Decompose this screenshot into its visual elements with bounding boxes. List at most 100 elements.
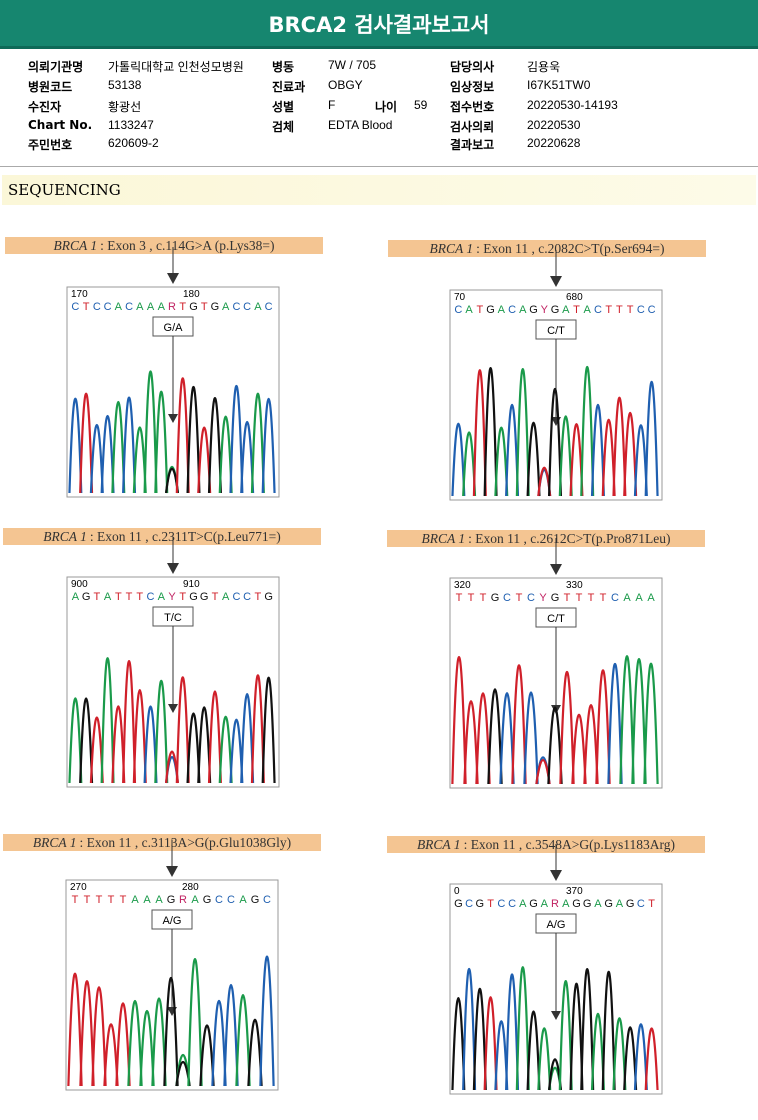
info-label: 진료과: [272, 80, 306, 94]
base-call: T: [573, 304, 580, 316]
base-call: T: [476, 304, 483, 316]
trace-peak: [240, 693, 255, 784]
base-call: G: [211, 301, 220, 313]
trace-peak: [580, 366, 595, 497]
base-call: T: [468, 592, 475, 604]
base-call: G: [189, 591, 198, 603]
trace-peak: [623, 1026, 638, 1091]
trace-peak: [100, 657, 115, 784]
trace-peak: [154, 680, 169, 784]
genotype-call: C/T: [547, 613, 565, 625]
trace-peak: [631, 658, 647, 785]
trace-peak: [223, 984, 239, 1087]
base-call: T: [648, 898, 655, 910]
info-value: 가톨릭대학교 인천성모병원: [108, 60, 244, 74]
trace-peak: [644, 380, 659, 497]
position-number: 180: [183, 289, 200, 300]
trace-peak: [499, 692, 515, 785]
gene-name: BRCA 1: [53, 238, 98, 253]
base-call: A: [254, 301, 262, 313]
base-call: C: [227, 894, 235, 906]
trace-peak: [547, 706, 563, 785]
trace-peak: [590, 403, 605, 497]
base-call: T: [255, 591, 262, 603]
trace-peak: [523, 691, 539, 785]
trace-peak: [143, 705, 158, 784]
trace-peak: [211, 999, 227, 1087]
trace-peak: [111, 705, 126, 784]
trace-peak: [526, 1010, 541, 1091]
genotype-call: G/A: [164, 322, 184, 334]
base-call: T: [588, 592, 595, 604]
position-number: 270: [70, 882, 87, 893]
trace-peak: [132, 688, 147, 784]
genotype-call: A/G: [547, 919, 566, 931]
trace-peak: [511, 664, 527, 785]
trace-peak: [197, 706, 212, 784]
base-call: T: [600, 592, 607, 604]
base-call: C: [465, 898, 473, 910]
info-value: 20220628: [527, 136, 581, 150]
info-label: 성별: [272, 100, 295, 114]
base-call: G: [486, 304, 495, 316]
variant-description: : Exon 11 , c.3113A>G(p.Glu1038Gly): [79, 835, 292, 850]
trace-peak: [89, 423, 104, 494]
trace-peak: [526, 421, 541, 497]
trace-peak: [175, 377, 190, 494]
trace-peak: [122, 660, 137, 784]
position-number: 900: [71, 579, 88, 590]
trace-peak: [197, 426, 212, 494]
trace-peak: [623, 411, 638, 497]
variant-label: BRCA 1: Exon 11 , c.3548A>G(p.Lys1183Arg…: [387, 836, 705, 853]
trace-peak: [143, 370, 158, 494]
base-call: T: [605, 304, 612, 316]
info-label: 임상정보: [450, 80, 495, 94]
trace-peak: [472, 988, 487, 1091]
base-call: A: [131, 894, 139, 906]
info-label: 나이: [375, 100, 398, 114]
base-call: C: [611, 592, 619, 604]
trace-peak: [207, 397, 222, 494]
base-call: A: [519, 898, 527, 910]
base-call: G: [82, 591, 91, 603]
trace-peak: [494, 426, 509, 497]
trace-peak: [151, 997, 167, 1087]
variant-label: BRCA 1: Exon 3 , c.114G>A (p.Lys38=): [5, 237, 323, 254]
base-call: C: [497, 898, 505, 910]
base-call: A: [143, 894, 151, 906]
trace-peak: [643, 663, 659, 785]
base-call: G: [476, 898, 485, 910]
base-call: A: [158, 591, 166, 603]
base-call: C: [454, 304, 462, 316]
position-number: 280: [182, 882, 199, 893]
base-call: C: [527, 592, 535, 604]
trace-peak: [583, 704, 599, 785]
base-call: C: [648, 304, 656, 316]
base-call: G: [529, 898, 538, 910]
variant-label: BRCA 1: Exon 11 , c.3113A>G(p.Glu1038Gly…: [3, 834, 321, 851]
genotype-call: A/G: [163, 915, 182, 927]
base-call: G: [572, 898, 581, 910]
trace-peak: [559, 670, 575, 785]
info-label: 검체: [272, 120, 295, 134]
base-call: G: [626, 898, 635, 910]
trace-peak: [259, 955, 275, 1087]
trace-peak: [612, 396, 627, 497]
info-label: 결과보고: [450, 138, 495, 152]
base-call: A: [104, 591, 112, 603]
gene-name: BRCA 1: [32, 835, 77, 850]
trace-peak: [483, 996, 498, 1091]
variant-label: BRCA 1: Exon 11 , c.2082C>T(p.Ser694=): [388, 240, 706, 257]
base-call: T: [576, 592, 583, 604]
base-call: G: [454, 898, 463, 910]
position-number: 320: [454, 580, 471, 591]
trace-peak: [115, 1002, 131, 1087]
base-call: G: [604, 898, 613, 910]
info-label: 담당의사: [450, 60, 495, 74]
variant-description: : Exon 11 , c.3548A>G(p.Lys1183Arg): [463, 837, 676, 852]
trace-peak: [79, 697, 94, 784]
base-call: G: [200, 591, 209, 603]
